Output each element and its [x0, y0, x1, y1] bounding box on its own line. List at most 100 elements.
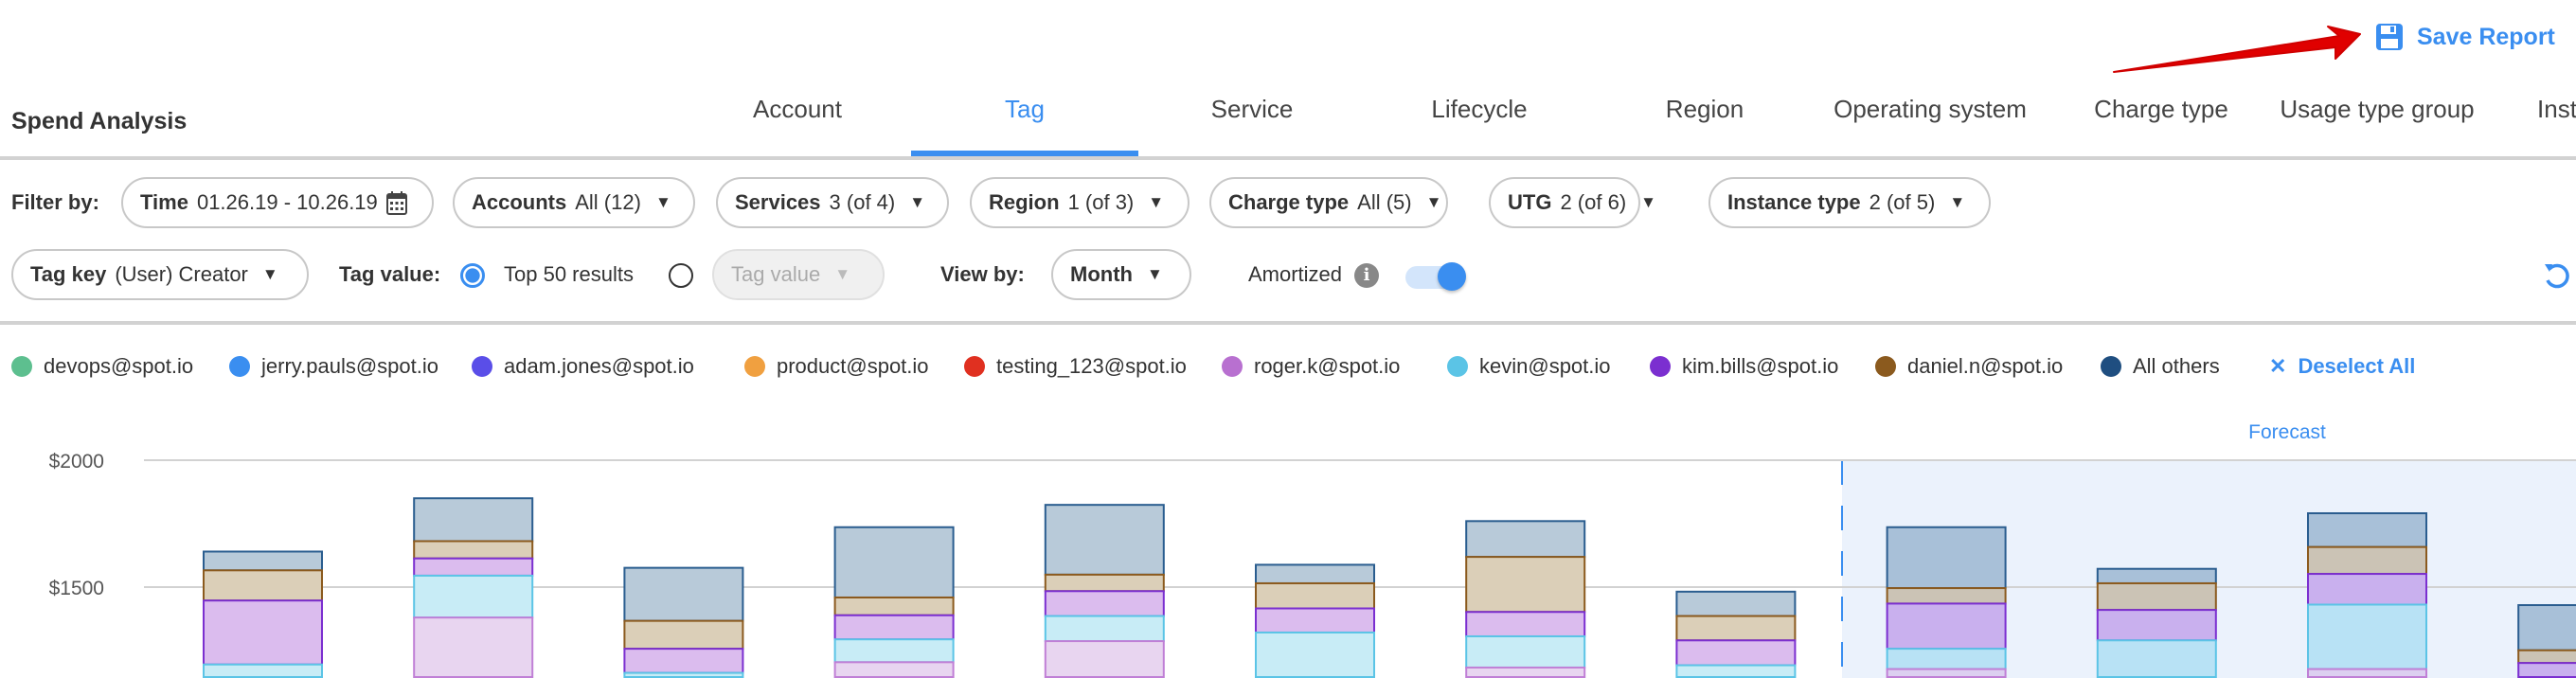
legend-item[interactable]: jerry.pauls@spot.io	[229, 354, 438, 379]
bar-segment-daniel-n-spot-io[interactable]	[1044, 573, 1165, 593]
legend-item[interactable]: product@spot.io	[744, 354, 929, 379]
bar-segment-kim-bills-spot-io[interactable]	[1044, 590, 1165, 617]
tab-usage-type-group[interactable]: Usage type group	[2280, 95, 2475, 123]
tab-operating-system[interactable]: Operating system	[1834, 95, 2027, 123]
legend-item[interactable]: devops@spot.io	[11, 354, 193, 379]
instance-type-filter[interactable]: Instance type 2 (of 5) ▼	[1708, 177, 1991, 228]
bar-segment-kim-bills-spot-io[interactable]	[1465, 611, 1586, 637]
bar-segment-kim-bills-spot-io[interactable]	[623, 648, 744, 674]
bar-segment-all-others[interactable]	[203, 550, 323, 572]
utg-filter[interactable]: UTG 2 (of 6) ▼	[1489, 177, 1656, 228]
bar[interactable]	[623, 566, 744, 678]
tab-inst[interactable]: Inst	[2537, 95, 2576, 123]
bar[interactable]	[833, 526, 955, 678]
bar-segment-daniel-n-spot-io[interactable]	[2517, 649, 2576, 665]
time-filter[interactable]: Time 01.26.19 - 10.26.19	[121, 177, 434, 228]
bar-segment-daniel-n-spot-io[interactable]	[833, 596, 955, 616]
charge-type-filter[interactable]: Charge type All (5) ▼	[1209, 177, 1448, 228]
bar-segment-roger-k-spot-io[interactable]	[833, 661, 955, 678]
bar-segment-all-others[interactable]	[2307, 512, 2427, 548]
bar-segment-kevin-spot-io[interactable]	[413, 574, 534, 619]
bar-segment-roger-k-spot-io[interactable]	[1465, 666, 1586, 678]
tag-value-radio[interactable]	[669, 263, 693, 288]
legend-item[interactable]: daniel.n@spot.io	[1875, 354, 2063, 379]
bar-segment-kevin-spot-io[interactable]	[1255, 631, 1375, 678]
bar-segment-kevin-spot-io[interactable]	[1044, 615, 1165, 643]
bar[interactable]	[2517, 604, 2576, 678]
info-icon[interactable]: i	[1354, 263, 1379, 288]
bar-segment-all-others[interactable]	[1465, 520, 1586, 559]
bar-segment-kim-bills-spot-io[interactable]	[833, 614, 955, 641]
top-results-radio[interactable]	[460, 263, 485, 288]
bar-segment-all-others[interactable]	[1675, 590, 1797, 617]
services-filter[interactable]: Services 3 (of 4) ▼	[716, 177, 949, 228]
bar-segment-kevin-spot-io[interactable]	[623, 671, 744, 678]
bar[interactable]	[413, 497, 534, 678]
bar-segment-kevin-spot-io[interactable]	[1465, 634, 1586, 669]
tab-service[interactable]: Service	[1210, 95, 1294, 123]
bar-segment-kevin-spot-io[interactable]	[2096, 639, 2217, 678]
bar-segment-kim-bills-spot-io[interactable]	[1255, 607, 1375, 633]
bar-segment-kevin-spot-io[interactable]	[833, 638, 955, 664]
legend-item[interactable]: roger.k@spot.io	[1222, 354, 1400, 379]
bar[interactable]	[1044, 504, 1165, 678]
tag-key-filter[interactable]: Tag key (User) Creator ▼	[11, 249, 309, 300]
bar-segment-all-others[interactable]	[2096, 567, 2217, 584]
bar-segment-all-others[interactable]	[413, 497, 534, 543]
legend-item[interactable]: All others	[2101, 354, 2220, 379]
bar-segment-daniel-n-spot-io[interactable]	[1255, 581, 1375, 610]
amortized-toggle[interactable]	[1405, 262, 1468, 291]
bar[interactable]	[1255, 563, 1375, 678]
bar[interactable]	[1886, 526, 2007, 678]
bar-segment-kim-bills-spot-io[interactable]	[1675, 639, 1797, 667]
bar-segment-daniel-n-spot-io[interactable]	[203, 569, 323, 602]
legend-item[interactable]: adam.jones@spot.io	[472, 354, 694, 379]
tab-tag[interactable]: Tag	[1005, 95, 1045, 123]
bar-segment-daniel-n-spot-io[interactable]	[2307, 545, 2427, 576]
tab-lifecycle[interactable]: Lifecycle	[1431, 95, 1528, 123]
bar-segment-all-others[interactable]	[623, 566, 744, 622]
bar-segment-kim-bills-spot-io[interactable]	[1886, 602, 2007, 651]
bar[interactable]	[1465, 520, 1586, 678]
bar-segment-daniel-n-spot-io[interactable]	[1675, 615, 1797, 642]
region-filter[interactable]: Region 1 (of 3) ▼	[970, 177, 1190, 228]
view-by-select[interactable]: Month ▼	[1051, 249, 1191, 300]
bar-segment-all-others[interactable]	[2517, 604, 2576, 651]
save-report-button[interactable]: Save Report	[2375, 23, 2555, 51]
bar-segment-daniel-n-spot-io[interactable]	[1465, 556, 1586, 614]
deselect-all-button[interactable]: ✕ Deselect All	[2269, 354, 2415, 379]
tab-charge-type[interactable]: Charge type	[2094, 95, 2228, 123]
bar-segment-kim-bills-spot-io[interactable]	[2307, 573, 2427, 606]
legend-item[interactable]: kevin@spot.io	[1447, 354, 1611, 379]
bar-segment-daniel-n-spot-io[interactable]	[413, 540, 534, 560]
bar[interactable]	[203, 550, 323, 678]
bar-segment-kim-bills-spot-io[interactable]	[203, 599, 323, 666]
bar-segment-kevin-spot-io[interactable]	[203, 663, 323, 678]
bar-segment-kim-bills-spot-io[interactable]	[413, 557, 534, 577]
refresh-icon[interactable]	[2542, 261, 2572, 292]
bar-segment-roger-k-spot-io[interactable]	[413, 616, 534, 678]
legend-item[interactable]: testing_123@spot.io	[964, 354, 1187, 379]
bar-segment-kim-bills-spot-io[interactable]	[2096, 609, 2217, 642]
legend-item[interactable]: kim.bills@spot.io	[1650, 354, 1838, 379]
bar-segment-roger-k-spot-io[interactable]	[1886, 668, 2007, 678]
bar-segment-all-others[interactable]	[1044, 504, 1165, 576]
tab-region[interactable]: Region	[1665, 95, 1744, 123]
bar-segment-kevin-spot-io[interactable]	[2307, 603, 2427, 670]
bar-segment-kevin-spot-io[interactable]	[1886, 648, 2007, 670]
tag-value-select[interactable]: Tag value ▼	[712, 249, 885, 300]
bar-segment-kevin-spot-io[interactable]	[1675, 664, 1797, 678]
bar-segment-all-others[interactable]	[833, 526, 955, 598]
bar-segment-daniel-n-spot-io[interactable]	[2096, 581, 2217, 612]
bar[interactable]	[2307, 512, 2427, 678]
bar-segment-daniel-n-spot-io[interactable]	[1886, 587, 2007, 605]
bar-segment-all-others[interactable]	[1886, 526, 2007, 590]
bar-segment-roger-k-spot-io[interactable]	[2307, 668, 2427, 678]
accounts-filter[interactable]: Accounts All (12) ▼	[453, 177, 695, 228]
bar-segment-roger-k-spot-io[interactable]	[1044, 640, 1165, 678]
bar-segment-all-others[interactable]	[1255, 563, 1375, 584]
bar[interactable]	[2096, 567, 2217, 678]
bar[interactable]	[1675, 590, 1797, 678]
bar-segment-kim-bills-spot-io[interactable]	[2517, 662, 2576, 678]
bar-segment-daniel-n-spot-io[interactable]	[623, 619, 744, 651]
